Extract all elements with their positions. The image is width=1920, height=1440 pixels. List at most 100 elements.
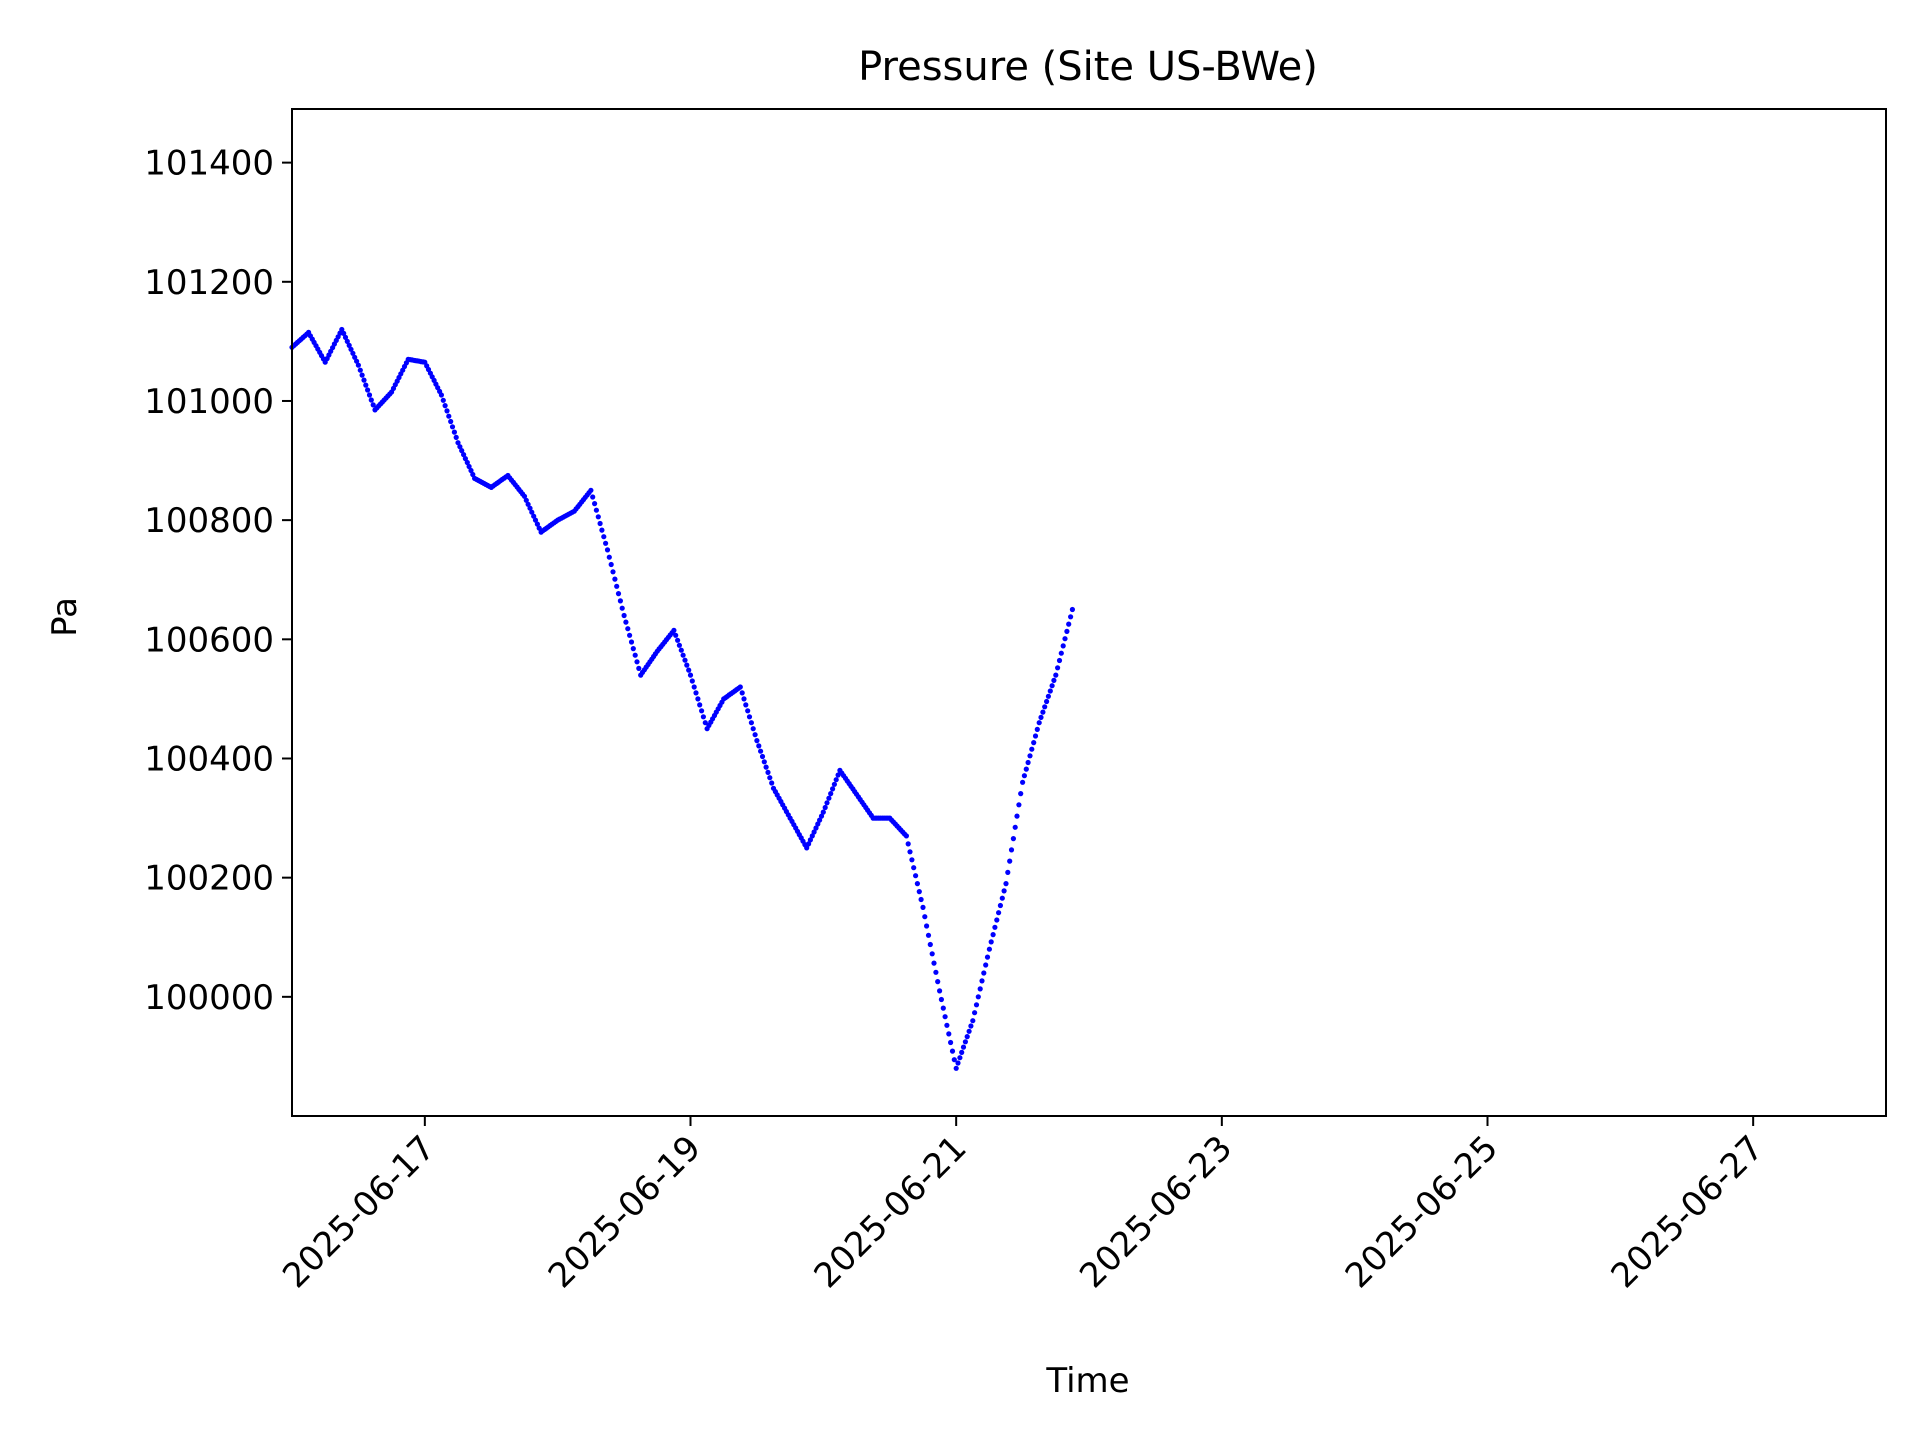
data-point: [806, 841, 812, 847]
data-point: [741, 696, 747, 702]
data-point: [684, 662, 690, 668]
data-point: [970, 1018, 976, 1024]
data-point: [1032, 733, 1039, 739]
data-point: [752, 732, 758, 738]
data-point: [363, 382, 369, 388]
data-point: [595, 514, 601, 520]
data-point: [1007, 858, 1013, 864]
data-point: [972, 1010, 978, 1016]
data-point: [925, 932, 932, 938]
data-point: [979, 978, 985, 984]
data-point: [826, 795, 832, 801]
data-point: [339, 326, 345, 333]
data-point: [623, 619, 629, 625]
data-point: [1055, 665, 1061, 671]
data-point: [1060, 643, 1066, 649]
data-point: [767, 775, 773, 781]
x-axis: 2025-06-17 2025-06-19 2025-06-21 2025-06-23…: [275, 1116, 1772, 1296]
data-point: [1021, 773, 1027, 779]
data-point: [944, 1022, 950, 1028]
data-point: [914, 881, 921, 887]
data-point: [903, 833, 910, 839]
y-tick-label: 100800: [144, 501, 274, 541]
data-point: [348, 346, 354, 352]
data-point: [746, 714, 753, 720]
data-point: [671, 627, 677, 634]
data-point: [615, 591, 622, 597]
data-point: [759, 753, 766, 760]
data-point: [346, 342, 352, 348]
data-point: [354, 358, 360, 364]
data-point: [983, 962, 989, 968]
data-point: [748, 720, 755, 726]
data-point: [1027, 753, 1033, 759]
data-point: [1040, 709, 1046, 715]
data-point: [813, 825, 819, 831]
data-point: [604, 547, 611, 553]
data-point: [630, 646, 636, 652]
data-point: [754, 738, 760, 744]
data-point: [531, 513, 537, 519]
data-point: [966, 1028, 972, 1034]
data-point: [996, 910, 1002, 916]
data-point: [1045, 693, 1051, 699]
y-tick-label: 101200: [144, 263, 274, 303]
data-point: [940, 1005, 946, 1011]
data-point: [913, 873, 919, 879]
data-point: [953, 1065, 959, 1071]
data-point: [370, 402, 376, 408]
data-point: [992, 924, 998, 930]
data-point: [905, 841, 911, 847]
x-tick-label: 2025-06-23: [1072, 1128, 1240, 1296]
data-point: [929, 951, 935, 957]
data-point: [1001, 888, 1007, 894]
data-point: [745, 708, 751, 714]
data-point: [830, 786, 836, 792]
data-point: [1014, 813, 1020, 819]
data-point: [920, 904, 926, 911]
data-point: [990, 932, 996, 938]
y-tick-label: 100200: [144, 859, 274, 899]
data-point: [444, 408, 450, 414]
data-point: [678, 647, 684, 653]
data-point: [769, 780, 775, 786]
data-point: [1010, 836, 1017, 842]
data-point: [750, 726, 756, 732]
data-point: [527, 505, 533, 511]
y-tick-label: 100000: [144, 978, 274, 1018]
data-point: [619, 605, 625, 611]
data-point: [815, 821, 821, 827]
chart-title: Pressure (Site US-BWe): [858, 44, 1318, 90]
data-point: [949, 1048, 956, 1054]
data-point: [964, 1034, 970, 1040]
data-point: [820, 809, 826, 815]
data-point: [588, 487, 594, 493]
data-point: [811, 829, 817, 835]
data-point: [636, 665, 642, 672]
data-point: [601, 534, 607, 540]
data-point: [1005, 869, 1011, 876]
data-point: [466, 463, 472, 470]
data-point: [809, 833, 815, 839]
data-point: [687, 672, 694, 678]
data-point: [994, 917, 1000, 923]
data-point: [933, 969, 939, 975]
data-point: [614, 583, 620, 589]
data-point: [525, 501, 531, 507]
data-point: [818, 813, 825, 819]
data-point: [948, 1039, 954, 1046]
data-point: [676, 642, 683, 648]
data-point: [918, 896, 924, 903]
data-point: [951, 1057, 957, 1063]
data-point: [534, 521, 541, 527]
data-point: [1036, 720, 1042, 726]
x-tick-label: 2025-06-21: [807, 1128, 975, 1296]
data-point: [689, 678, 695, 684]
data-point: [625, 626, 631, 632]
data-point: [459, 448, 465, 454]
data-point: [1042, 704, 1048, 710]
data-point: [765, 769, 771, 776]
data-point: [988, 939, 994, 945]
